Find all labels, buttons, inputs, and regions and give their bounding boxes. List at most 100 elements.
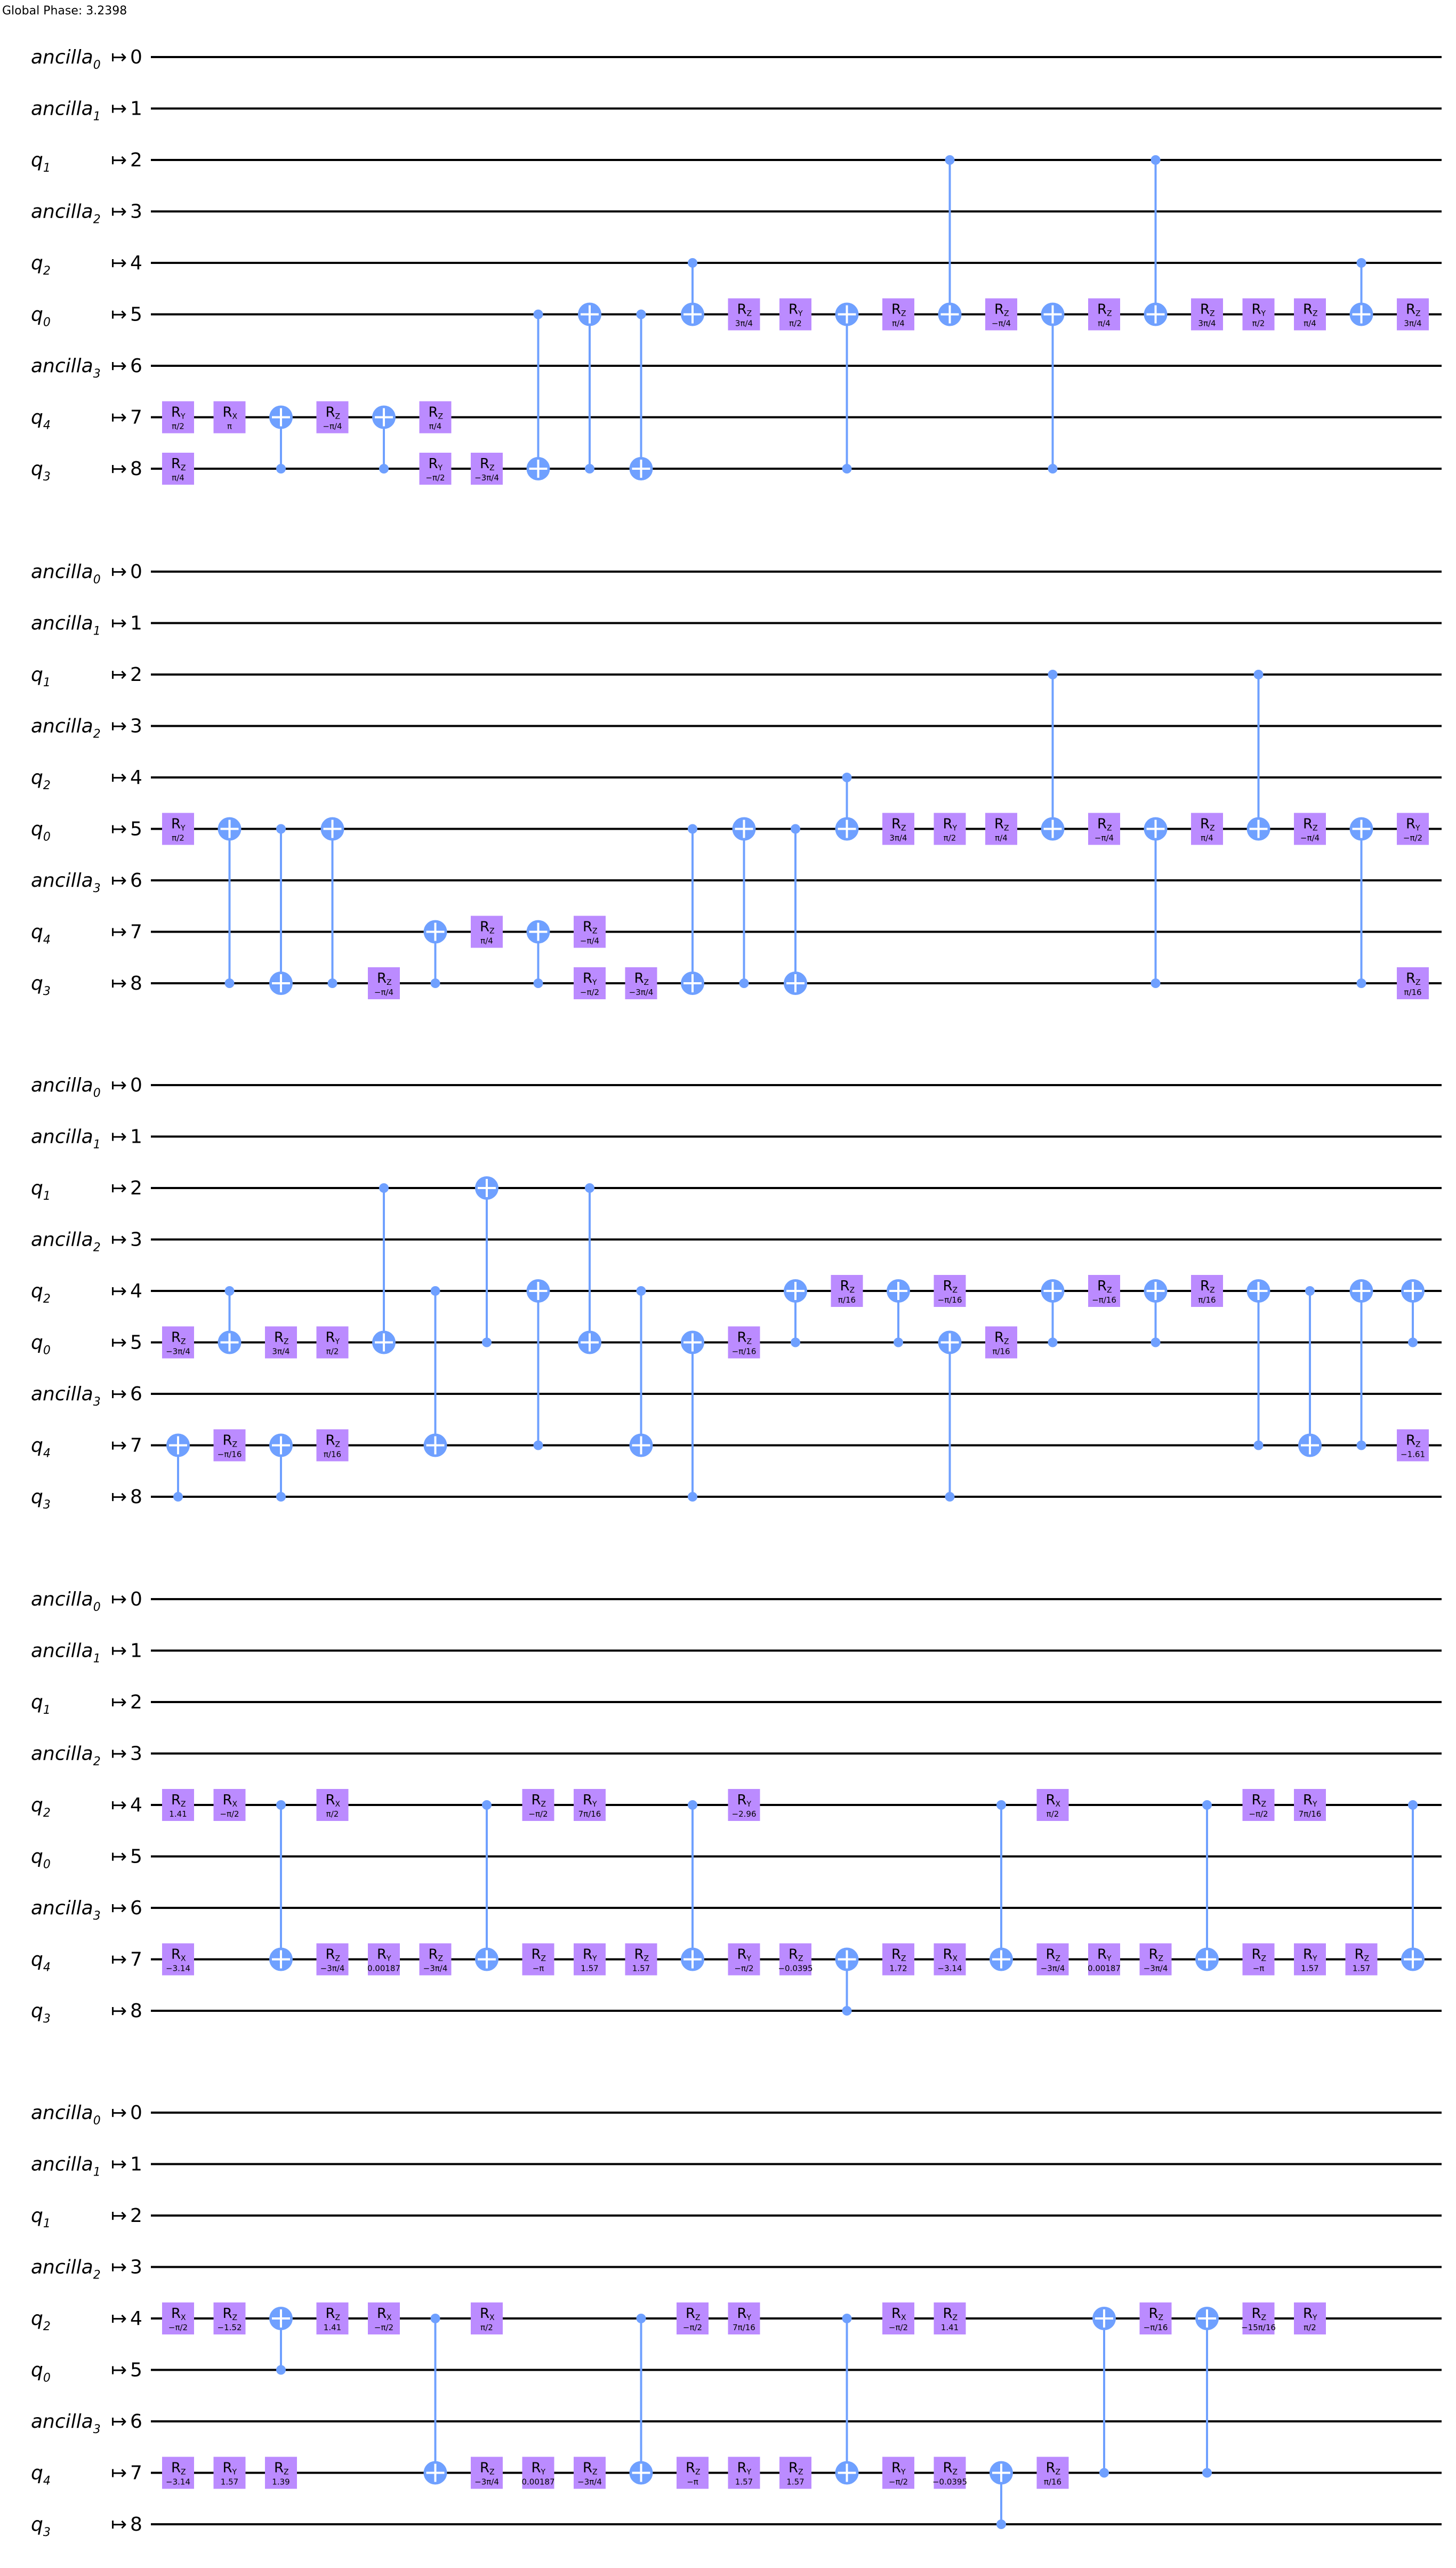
qubit-subscript: 2 [93, 213, 101, 227]
gate-name: R [1251, 1792, 1261, 1808]
qubit-label: q3 ↦ 8 [31, 458, 142, 484]
qubit-subscript: 0 [43, 1344, 51, 1358]
gate-parameter: π/16 [1404, 988, 1421, 997]
control-dot [379, 464, 389, 474]
qubit-label: ancilla1 ↦ 1 [31, 2154, 142, 2179]
cnot-gate [578, 1183, 601, 1354]
maps-to-arrow: ↦ [111, 1743, 127, 1765]
gate-parameter: −1.61 [1401, 1450, 1425, 1459]
gate-axis: Z [1415, 310, 1421, 318]
qubit-label: q1 ↦ 2 [31, 1177, 142, 1203]
control-dot [636, 309, 646, 319]
rotation-gate: R Z−15π/16 [1241, 2302, 1276, 2334]
control-dot [842, 2314, 852, 2323]
maps-to-arrow: ↦ [111, 1640, 127, 1662]
gate-box [1139, 2302, 1172, 2334]
maps-to-arrow: ↦ [111, 149, 127, 171]
gate-box [419, 1943, 452, 1976]
gate-parameter: π/4 [1098, 319, 1111, 328]
qubit-subscript: 3 [93, 1909, 101, 1923]
qubit-subscript: 2 [93, 1241, 101, 1255]
qubit-label: q1 ↦ 2 [31, 149, 142, 175]
control-dot [1356, 1440, 1366, 1450]
gate-box [882, 2457, 914, 2489]
control-dot [1099, 2468, 1109, 2478]
gate-name: R [891, 1947, 901, 1963]
gate-box [728, 2457, 760, 2489]
maps-to-arrow: ↦ [111, 2360, 127, 2381]
gate-box [1088, 813, 1120, 845]
gate-name: R [994, 1330, 1004, 1346]
gate-box [1397, 1429, 1429, 1462]
gate-box [934, 813, 966, 845]
qubit-name: ancilla2 [31, 201, 101, 227]
qubit-name: q2 [31, 1280, 51, 1306]
maps-to-arrow: ↦ [111, 767, 127, 789]
gate-name: R [1148, 1947, 1158, 1963]
gate-box [985, 813, 1017, 845]
gate-name: R [1097, 1278, 1107, 1294]
rotation-gate: R Zπ/4 [985, 813, 1017, 845]
gate-box [162, 1326, 194, 1359]
control-dot [276, 1800, 286, 1810]
gate-parameter: 1.57 [1353, 1964, 1370, 1973]
gate-axis: Y [1261, 310, 1266, 318]
qubit-label: q1 ↦ 2 [31, 664, 142, 689]
control-dot [1253, 1440, 1264, 1450]
control-dot [996, 2519, 1006, 2529]
qubit-name: q4 [31, 2462, 51, 2488]
rotation-gate: R X−π/2 [213, 1789, 246, 1821]
rotation-gate: R Y1.57 [1294, 1943, 1326, 1976]
gate-name: R [1148, 2306, 1158, 2322]
maps-to-arrow: ↦ [111, 1074, 127, 1096]
gate-parameter: 1.41 [169, 1809, 187, 1819]
gate-name: R [1303, 302, 1313, 318]
qubit-subscript: 3 [93, 2423, 101, 2436]
control-dot [276, 464, 286, 474]
cnot-gate [526, 1279, 550, 1450]
gate-parameter: 0.00187 [521, 2477, 554, 2487]
rotation-gate: R Z1.41 [316, 2302, 349, 2334]
qubit-subscript: 2 [93, 2269, 101, 2282]
gate-name: R [171, 1947, 181, 1963]
gate-box [574, 1943, 606, 1976]
maps-to-arrow: ↦ [111, 2000, 127, 2022]
cnot-gate [887, 1279, 910, 1347]
qubit-name: q0 [31, 1846, 51, 1872]
rotation-gate: R Zπ/16 [1191, 1275, 1223, 1307]
qubit-label: q2 ↦ 4 [31, 252, 142, 278]
qubit-name: q2 [31, 767, 51, 792]
qubit-label: ancilla2 ↦ 3 [31, 716, 142, 741]
rotation-gate: R Y7π/16 [574, 1789, 606, 1821]
qubit-index: 5 [130, 1846, 142, 1868]
gate-axis: Z [644, 1955, 649, 1963]
rotation-gate: R Z1.41 [934, 2302, 966, 2334]
rotation-gate: R Xπ/2 [471, 2302, 503, 2334]
rotation-gate: R X−π/2 [882, 2302, 914, 2334]
gate-parameter: 3π/4 [735, 319, 753, 328]
qubit-subscript: 4 [43, 419, 51, 432]
gate-name: R [1045, 2460, 1055, 2476]
gate-axis: Z [1159, 1955, 1164, 1963]
qubit-index: 4 [130, 1794, 142, 1816]
gate-axis: Z [901, 824, 906, 833]
gate-box [1345, 1943, 1378, 1976]
gate-axis: Z [1107, 1286, 1112, 1295]
qubit-subscript: 4 [43, 1447, 51, 1460]
gate-axis: X [181, 2314, 186, 2322]
maps-to-arrow: ↦ [111, 252, 127, 274]
rotation-gate: R Z1.39 [265, 2457, 297, 2489]
cnot-gate [1041, 1279, 1065, 1347]
gate-parameter: −15π/16 [1241, 2323, 1276, 2332]
gate-box [882, 2302, 914, 2334]
rotation-gate: R Z−π/4 [1294, 813, 1326, 845]
qubit-name: ancilla1 [31, 98, 101, 124]
qubit-index: 7 [130, 2462, 142, 2484]
qubit-name: ancilla2 [31, 1743, 101, 1769]
gate-box [368, 1943, 400, 1976]
cnot-gate [423, 1286, 447, 1457]
gate-box [419, 453, 452, 485]
qubit-index: 3 [130, 201, 142, 223]
